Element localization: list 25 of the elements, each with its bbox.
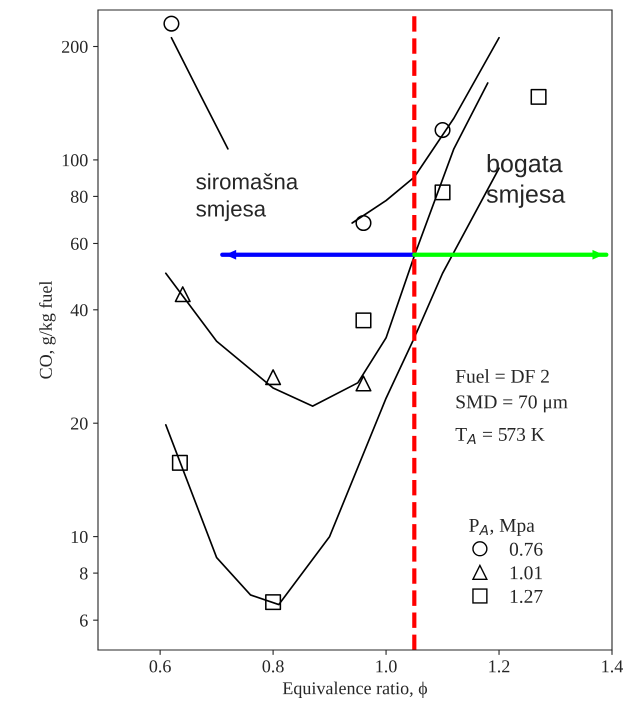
legend-label: 1.27 [510,590,543,604]
x-axis-title: Equivalence ratio, ϕ [282,682,428,698]
y-tick-label: 200 [62,40,88,53]
legend-label: 0.76 [510,542,543,556]
y-tick-label: 40 [70,304,88,316]
x-tick-label: 1.4 [602,660,624,673]
y-tick-label: 100 [62,154,88,166]
x-tick-label: 0.8 [262,660,284,673]
x-tick-label: 1.2 [489,660,510,673]
y-tick-label: 6 [80,614,88,627]
annotation: SMD = 70 μm [456,395,568,412]
annotation: bogata smjesa [486,154,566,208]
x-tick-label: 1.0 [376,660,397,673]
annotation: Fuel = DF 2 [456,369,549,383]
annotation: siromašna smjesa [196,173,298,222]
y-tick-label: 10 [72,530,88,544]
y-tick-label: 8 [80,567,88,580]
y-axis-title: CO, g/kg fuel [39,280,56,379]
x-tick-label: 0.6 [150,660,171,673]
legend-title: P$_{A}$, Mpa [469,519,535,536]
y-tick-label: 60 [71,238,88,250]
legend-label: 1.01 [510,566,542,580]
y-tick-label: 20 [71,417,88,430]
annotation: T$_{A}$ = 573 K [456,428,545,444]
y-tick-label: 80 [70,190,88,203]
